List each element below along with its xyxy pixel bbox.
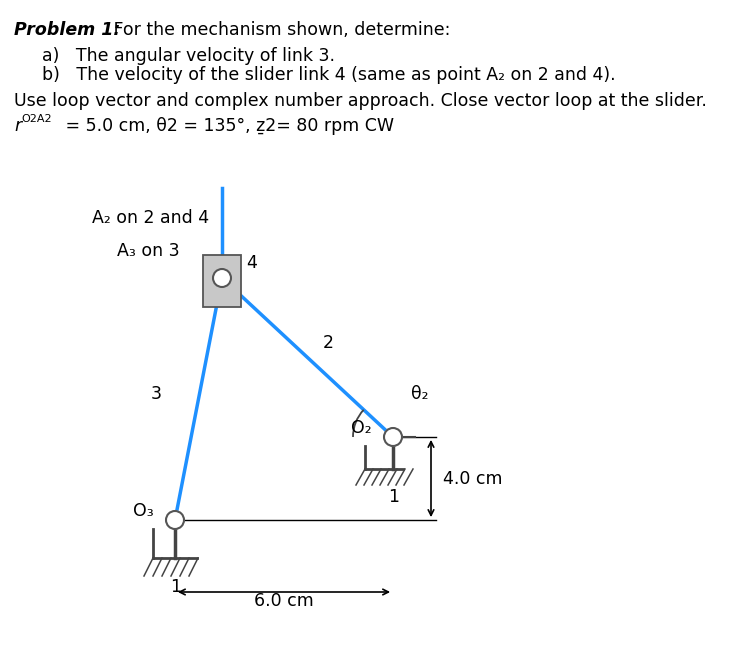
Text: = 5.0 cm, θ2 = 135°, ẕ2= 80 rpm CW: = 5.0 cm, θ2 = 135°, ẕ2= 80 rpm CW	[60, 117, 394, 135]
Text: 3: 3	[150, 385, 161, 403]
Text: Problem 1:: Problem 1:	[14, 21, 120, 39]
Text: For the mechanism shown, determine:: For the mechanism shown, determine:	[108, 21, 450, 39]
Text: O2A2: O2A2	[21, 114, 52, 124]
Text: O₃: O₃	[133, 502, 154, 520]
Circle shape	[213, 269, 231, 287]
Text: b)   The velocity of the slider link 4 (same as point A₂ on 2 and 4).: b) The velocity of the slider link 4 (sa…	[42, 66, 615, 84]
Text: 4.0 cm: 4.0 cm	[443, 469, 503, 488]
Text: a)   The angular velocity of link 3.: a) The angular velocity of link 3.	[42, 47, 335, 65]
Text: 6.0 cm: 6.0 cm	[254, 592, 314, 610]
Text: r: r	[14, 117, 21, 135]
Text: 4: 4	[246, 254, 257, 272]
Circle shape	[166, 511, 184, 529]
Text: A₂ on 2 and 4: A₂ on 2 and 4	[92, 209, 209, 227]
Text: 1: 1	[388, 488, 399, 506]
Text: A₃ on 3: A₃ on 3	[117, 242, 180, 260]
Text: Use loop vector and complex number approach. Close vector loop at the slider.: Use loop vector and complex number appro…	[14, 92, 707, 110]
Text: O₂: O₂	[351, 419, 371, 437]
Circle shape	[384, 428, 402, 446]
FancyBboxPatch shape	[203, 255, 241, 307]
Text: 2: 2	[323, 333, 334, 352]
Text: 1: 1	[170, 578, 181, 596]
Text: θ₂: θ₂	[411, 385, 428, 403]
